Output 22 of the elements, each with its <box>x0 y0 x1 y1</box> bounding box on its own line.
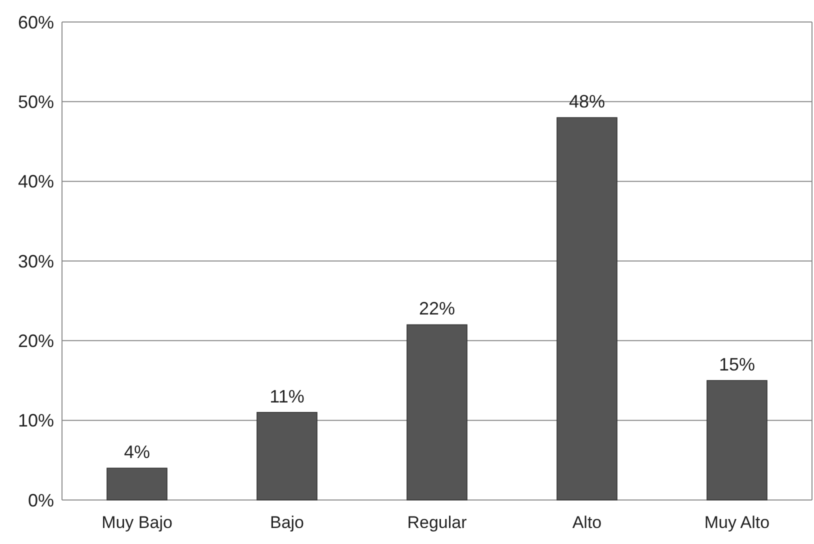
y-tick-label: 50% <box>18 92 54 112</box>
x-tick-label: Muy Bajo <box>102 513 172 532</box>
x-tick-label: Regular <box>407 513 468 532</box>
bar <box>106 468 168 500</box>
y-tick-label: 30% <box>18 251 54 272</box>
x-tick-label: Bajo <box>270 513 304 532</box>
bar <box>406 324 468 500</box>
bar <box>706 380 768 500</box>
y-tick-label: 60% <box>18 12 54 32</box>
y-tick-label: 20% <box>18 330 54 351</box>
bar <box>256 412 318 500</box>
data-label: 22% <box>418 298 456 319</box>
data-label: 48% <box>568 92 606 112</box>
y-tick-label: 0% <box>28 490 54 510</box>
y-tick-label: 40% <box>18 172 54 192</box>
y-tick-label: 10% <box>18 410 54 431</box>
data-label: 4% <box>124 442 150 462</box>
x-tick-label: Muy Alto <box>704 513 770 532</box>
data-label: 11% <box>270 386 304 406</box>
bar <box>556 117 618 500</box>
data-label: 15% <box>718 354 756 374</box>
x-tick-label: Alto <box>572 513 602 532</box>
